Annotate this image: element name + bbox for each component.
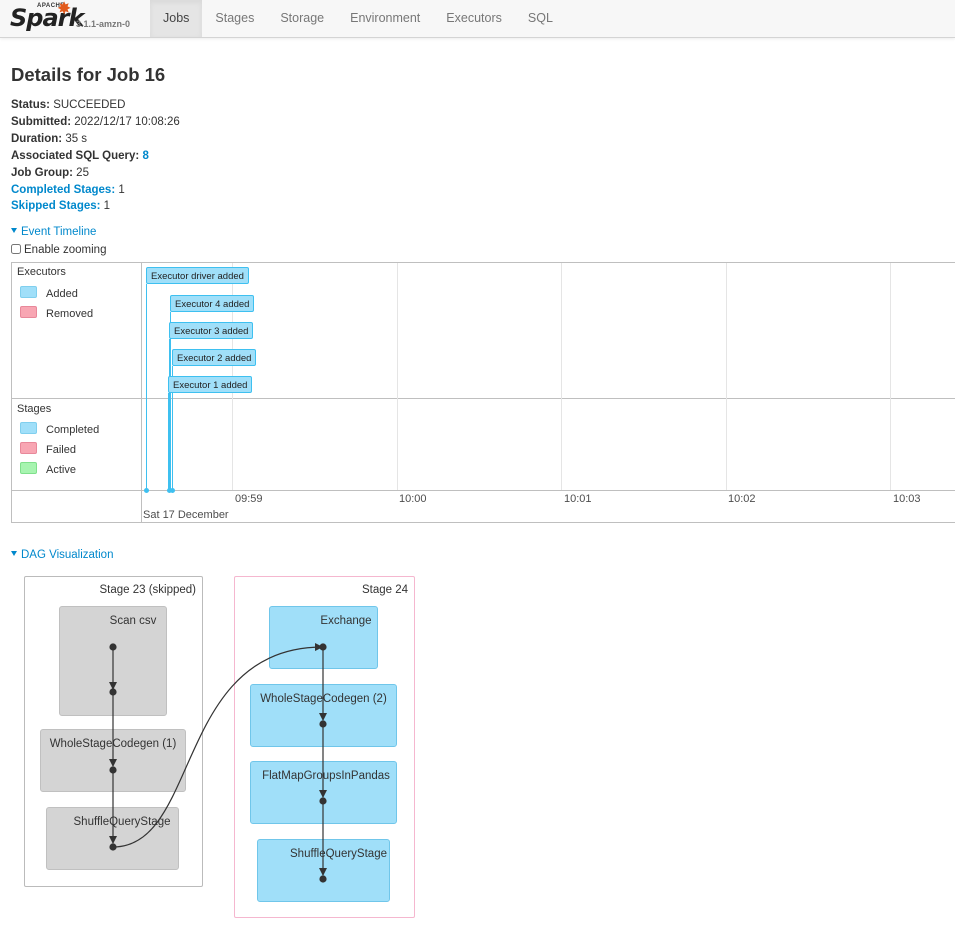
axis-tick-label: 10:00	[399, 493, 427, 505]
legend-removed: Removed	[20, 306, 93, 320]
expand-arrow-icon	[11, 551, 17, 556]
legend-active: Active	[20, 462, 76, 476]
event-timeline-toggle[interactable]: Event Timeline	[11, 226, 96, 238]
axis-tick-label: 10:01	[564, 493, 592, 505]
tab-sql[interactable]: SQL	[527, 11, 553, 25]
legend-failed: Failed	[20, 442, 76, 456]
dag-visualization-toggle[interactable]: DAG Visualization	[11, 549, 113, 561]
executor-event[interactable]: Executor 1 added	[168, 376, 253, 393]
legend-added: Added	[20, 286, 78, 300]
completed-stages-row: Completed Stages: 1	[11, 182, 180, 199]
axis-divider	[12, 490, 955, 491]
tab-storage[interactable]: Storage	[280, 11, 325, 25]
legend-completed: Completed	[20, 422, 99, 436]
event-line	[146, 284, 147, 490]
tab-environment[interactable]: Environment	[350, 11, 421, 25]
grid-line	[890, 263, 891, 490]
spark-star-icon: ✸	[57, 0, 72, 18]
job-group-value: 25	[76, 166, 89, 179]
axis-tick-label: 09:59	[235, 493, 263, 505]
legend-swatch-added	[20, 286, 37, 298]
event-line	[168, 393, 169, 490]
dag-dot	[109, 843, 117, 851]
event-line	[172, 366, 173, 490]
executors-group-label: Executors	[17, 266, 66, 278]
event-dot	[170, 488, 175, 493]
group-divider	[12, 398, 955, 399]
status-row: Status: SUCCEEDED	[11, 99, 126, 111]
page-title: Details for Job 16	[11, 64, 166, 85]
axis-date-label: Sat 17 December	[143, 509, 229, 521]
completed-stages-link[interactable]: Completed Stages:	[11, 183, 116, 196]
duration-row: Duration: 35 s	[11, 132, 88, 145]
stage-24-label: Stage 24	[361, 584, 408, 596]
dag-dot	[319, 720, 327, 728]
executor-event[interactable]: Executor 4 added	[170, 295, 255, 312]
dag-dot	[109, 766, 117, 774]
event-line	[169, 339, 170, 490]
spark-version: 3.1.1-amzn-0	[76, 19, 131, 29]
tab-stages[interactable]: Stages	[215, 11, 255, 25]
grid-line	[561, 263, 562, 490]
completed-stages-value: 1	[118, 183, 125, 196]
skipped-stages-link[interactable]: Skipped Stages:	[11, 200, 101, 213]
executor-event[interactable]: Executor 2 added	[172, 349, 257, 366]
event-line	[170, 312, 171, 490]
job-summary: Status: SUCCEEDED Submitted: 2022/12/17 …	[11, 97, 180, 215]
dag-dot	[319, 875, 327, 883]
stage-23-label: Stage 23 (skipped)	[99, 584, 196, 596]
executor-event[interactable]: Executor 3 added	[169, 322, 254, 339]
job-group-row: Job Group: 25	[11, 166, 89, 179]
dag-edges	[109, 643, 327, 883]
logo-wordmark: Spark	[10, 4, 84, 32]
tab-jobs[interactable]: Jobs	[150, 0, 203, 37]
skipped-stages-row: Skipped Stages: 1	[11, 198, 180, 215]
status-value: SUCCEEDED	[53, 99, 126, 111]
tab-executors[interactable]: Executors	[446, 11, 502, 25]
axis-tick-label: 10:02	[728, 493, 756, 505]
grid-line	[726, 263, 727, 490]
skipped-stages-value: 1	[103, 200, 111, 213]
timeline-groups	[12, 263, 142, 522]
dag-dot	[109, 688, 117, 696]
stages-group-label: Stages	[17, 403, 52, 415]
event-dot	[144, 488, 149, 493]
top-navbar: Spark APACHE ✸ 3.1.1-amzn-0 Jobs Stages …	[0, 0, 955, 38]
legend-swatch-removed	[20, 306, 37, 318]
axis-tick-label: 10:03	[893, 493, 921, 505]
nav-tabs: Jobs Stages Storage Environment Executor…	[150, 0, 566, 37]
legend-swatch-failed	[20, 442, 37, 454]
dag-dot	[319, 797, 327, 805]
duration-value: 35 s	[65, 132, 88, 145]
submitted-value: 2022/12/17 10:08:26	[74, 115, 180, 128]
dag-edge	[112, 643, 323, 848]
sql-query-link[interactable]: 8	[142, 149, 149, 162]
executor-event[interactable]: Executor driver added	[146, 267, 249, 284]
enable-zooming[interactable]: Enable zooming	[11, 244, 106, 256]
event-timeline[interactable]: Executors Added Removed Stages Completed…	[11, 262, 955, 523]
enable-zooming-checkbox[interactable]	[11, 244, 21, 254]
sql-query-row: Associated SQL Query: 8	[11, 149, 149, 162]
submitted-row: Submitted: 2022/12/17 10:08:26	[11, 115, 180, 128]
legend-swatch-completed	[20, 422, 37, 434]
event-dot	[167, 488, 172, 493]
dag-node-exchange[interactable]: Exchange	[269, 606, 378, 669]
logo-apache-text: APACHE	[37, 3, 65, 9]
expand-arrow-icon	[11, 228, 17, 233]
dag-dot	[319, 643, 327, 651]
legend-swatch-active	[20, 462, 37, 474]
grid-line	[397, 263, 398, 490]
dag-dot	[109, 643, 117, 651]
